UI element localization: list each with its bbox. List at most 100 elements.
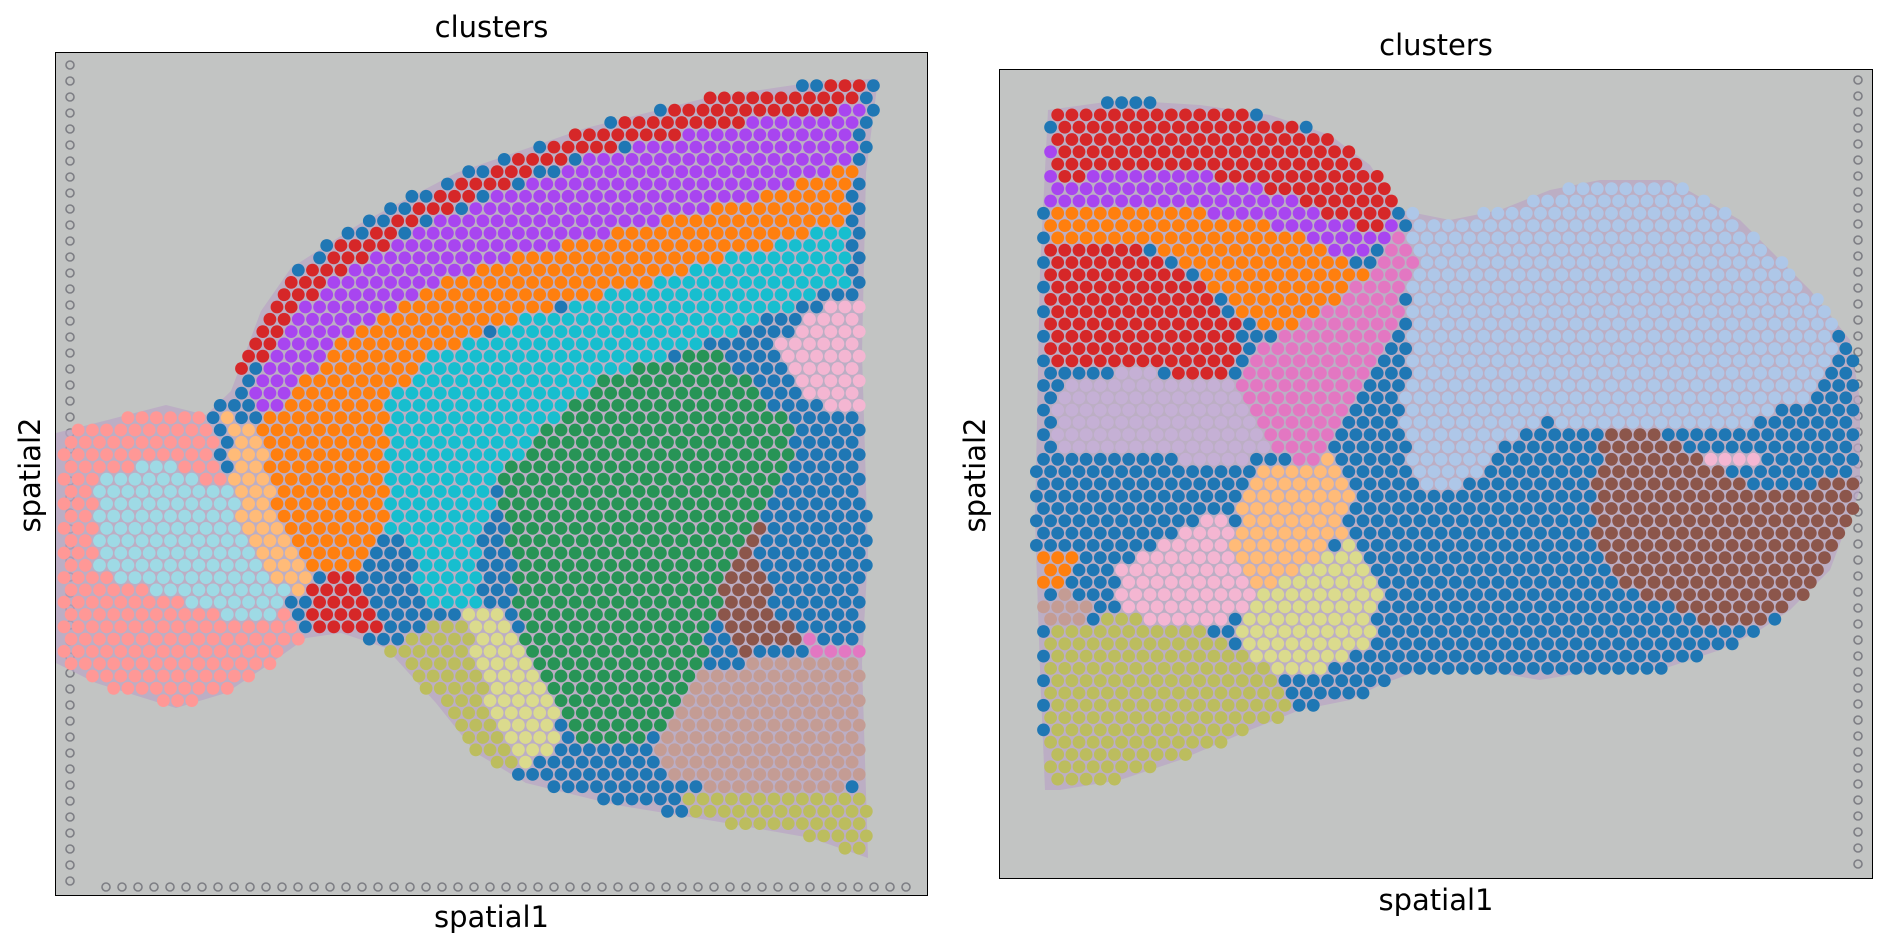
spot-red (1342, 170, 1356, 183)
spot-orange (568, 276, 582, 289)
spot-orange (1164, 231, 1178, 245)
spot-yellow (1314, 662, 1327, 675)
spot-orange (1079, 206, 1093, 220)
spot-blue (1484, 563, 1498, 577)
spot-orange (377, 509, 390, 523)
spot-green (725, 448, 738, 461)
spot-lavender (1129, 416, 1143, 429)
spot-orange (313, 546, 326, 560)
spot-peach (242, 522, 256, 535)
spot-periwinkle (1505, 354, 1519, 368)
spot-periwinkle (1612, 293, 1625, 306)
spot-blue (1115, 514, 1128, 528)
spot-cyan (753, 251, 767, 265)
spot-olive (1101, 735, 1114, 749)
spot-brown (739, 620, 752, 634)
spot-purple (469, 202, 483, 216)
spot-red (1122, 280, 1136, 294)
spot-periwinkle (1697, 366, 1711, 380)
spot-green (526, 645, 539, 658)
spot-blue (1399, 588, 1412, 601)
fiducial-dot (65, 412, 75, 422)
spot-yellow (1342, 539, 1356, 552)
spot-lavender (1101, 440, 1114, 454)
spot-brown (1669, 440, 1682, 454)
spot-periwinkle (1647, 182, 1661, 196)
spot-cyan (526, 325, 539, 338)
spot-blue (1143, 514, 1157, 528)
spot-purple (654, 177, 667, 191)
spot-blue (781, 546, 795, 560)
spot-brown (1661, 526, 1675, 540)
spot-purple (1235, 206, 1249, 220)
spot-green (639, 645, 653, 658)
spot-periwinkle (1747, 256, 1760, 269)
spot-cyan (632, 337, 646, 351)
spot-brown (1775, 551, 1789, 565)
spot-tan (739, 718, 752, 732)
spot-green (625, 423, 639, 437)
spot-blue (817, 583, 831, 597)
spot-periwinkle (1470, 440, 1483, 454)
spot-periwinkle (1541, 342, 1554, 355)
spot-blue (760, 337, 774, 351)
spot-cyan (455, 472, 468, 486)
spot-green (710, 571, 724, 584)
spot-orange (348, 534, 362, 548)
spot-blue (433, 608, 447, 621)
spot-yellow (497, 718, 511, 732)
spot-olive (1278, 698, 1292, 712)
spot-periwinkle (1697, 194, 1711, 208)
spot-orange (583, 276, 596, 289)
spot-red (1086, 293, 1100, 306)
spot-cyan (547, 386, 561, 400)
spot-red (1101, 243, 1114, 257)
spot-green (540, 620, 554, 634)
spot-blue (1221, 502, 1235, 515)
spot-brown (1718, 600, 1732, 614)
spot-green (583, 669, 596, 683)
spot-lightblue (114, 472, 128, 486)
spot-red (462, 189, 476, 203)
spot-cyan (426, 448, 440, 461)
spot-orange (1264, 231, 1278, 245)
spot-orange (682, 226, 696, 240)
spot-red (1122, 157, 1136, 171)
spot-blue (1569, 563, 1583, 577)
spot-orange (845, 165, 859, 179)
spot-green (646, 632, 660, 646)
spot-olive (1214, 711, 1228, 724)
fiducial-dot (65, 748, 75, 758)
spot-lavender (1051, 403, 1065, 417)
spot-red (313, 595, 326, 609)
spot-magenta (1356, 342, 1370, 355)
spot-blue (1292, 674, 1306, 688)
spot-peach (277, 558, 291, 572)
spot-purple (1292, 206, 1306, 220)
fiducial-dot (65, 700, 75, 710)
spot-blue (1079, 452, 1093, 466)
spot-orange (838, 177, 852, 191)
spot-blue (1519, 428, 1533, 442)
spot-periwinkle (1498, 391, 1512, 405)
spot-olive (739, 792, 752, 806)
spot-tan (788, 780, 802, 794)
spot-periwinkle (1640, 194, 1654, 208)
spot-blue (1399, 219, 1412, 233)
spot-olive (1235, 649, 1249, 663)
spot-blue (1420, 625, 1434, 638)
spot-periwinkle (1562, 329, 1576, 343)
spot-olive (441, 645, 454, 658)
spot-orange (448, 288, 461, 302)
spot-purple (448, 239, 461, 252)
spot-brown (1754, 489, 1767, 503)
spot-olive (682, 792, 696, 806)
spot-olive (1051, 649, 1065, 663)
spot-blue (1115, 465, 1128, 478)
spot-blue (1527, 637, 1540, 651)
spot-pink (817, 312, 831, 326)
spot-blue (1569, 637, 1583, 651)
spot-periwinkle (1633, 329, 1647, 343)
spot-brown (753, 620, 767, 634)
spot-yellow (533, 706, 547, 720)
